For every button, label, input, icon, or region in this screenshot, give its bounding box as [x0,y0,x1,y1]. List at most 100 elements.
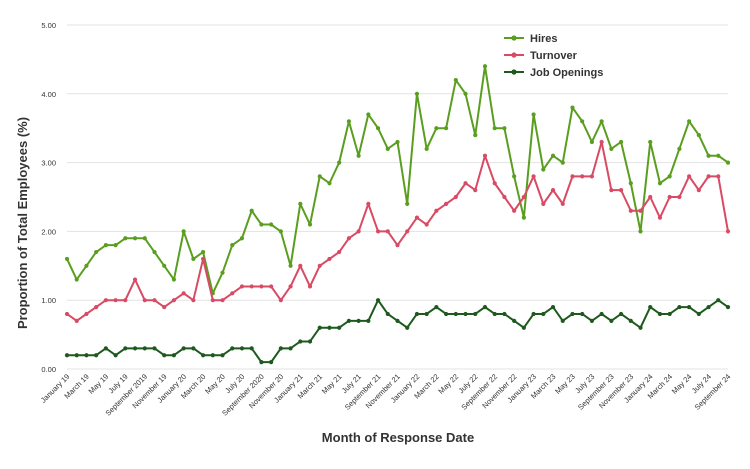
data-point-turnover [687,174,692,179]
data-point-turnover [220,298,225,303]
data-point-job-openings [181,346,186,351]
data-point-job-openings [269,360,274,365]
data-point-turnover [171,298,177,303]
data-point-turnover [210,298,215,303]
data-point-hires [667,174,672,179]
data-point-job-openings [249,346,254,351]
data-point-job-openings [473,311,478,317]
data-point-job-openings [327,325,332,330]
data-point-turnover [337,249,342,255]
data-point-turnover [307,284,313,289]
data-point-hires [414,91,420,96]
x-tick-label: May 21 [320,372,344,396]
data-point-hires [618,139,624,145]
data-point-hires [580,119,585,124]
y-tick-label: 5.00 [41,21,56,30]
data-point-job-openings [628,318,633,323]
data-point-hires [696,132,701,138]
data-point-turnover [463,181,468,186]
data-point-job-openings [434,304,439,310]
data-point-turnover [327,256,332,262]
data-point-job-openings [230,346,235,351]
data-point-job-openings [570,311,575,317]
data-point-turnover [444,201,449,206]
data-point-turnover [482,153,488,158]
data-point-job-openings [366,318,371,323]
series-job-openings [64,298,731,365]
data-point-turnover [550,188,556,193]
series-line-hires [66,65,729,295]
data-point-job-openings [725,304,731,310]
data-point-job-openings [132,346,138,351]
data-point-job-openings [541,311,546,317]
data-point-turnover [84,311,89,317]
legend-marker [511,52,517,58]
data-point-hires [307,222,313,227]
gridlines [67,24,728,370]
data-point-turnover [424,222,429,227]
y-axis-ticks: 0.00 1.00 2.00 3.00 4.00 5.00 [41,21,56,374]
data-point-turnover [366,201,371,206]
data-point-job-openings [200,353,206,358]
data-point-turnover [580,174,585,179]
data-point-job-openings [152,346,157,351]
data-point-turnover [609,188,614,193]
data-point-job-openings [531,311,536,317]
data-point-turnover [541,201,546,206]
data-point-turnover [405,229,410,234]
data-point-job-openings [356,318,361,323]
data-point-hires [560,160,565,165]
data-point-turnover [346,236,351,241]
data-point-job-openings [395,318,400,323]
data-point-hires [716,153,721,158]
data-point-turnover [152,298,157,303]
data-point-turnover [385,229,390,234]
x-tick-label: May 23 [553,372,577,396]
data-point-job-openings [278,346,283,351]
data-point-job-openings [492,311,497,317]
data-point-hires [259,222,264,227]
data-point-job-openings [502,311,507,317]
data-point-turnover [375,229,381,234]
data-point-job-openings [84,353,89,358]
data-point-hires [570,105,575,110]
data-point-job-openings [550,304,556,310]
data-point-hires [628,181,633,186]
data-point-hires [200,249,206,255]
data-point-hires [74,277,79,282]
data-point-hires [337,160,342,165]
data-point-hires [346,119,351,124]
data-point-hires [113,243,118,248]
data-point-turnover [103,298,108,303]
legend-marker [511,35,517,41]
data-point-job-openings [191,346,196,351]
data-point-turnover [181,291,186,296]
data-point-hires [687,119,692,124]
data-point-job-openings [599,311,604,317]
data-point-job-openings [618,311,624,317]
data-point-hires [171,277,177,282]
data-point-job-openings [667,311,672,317]
data-point-job-openings [346,318,351,323]
legend-label: Job Openings [530,67,603,79]
data-point-hires [395,139,400,145]
data-point-job-openings [444,311,449,317]
data-point-job-openings [580,311,585,317]
data-point-job-openings [589,318,595,323]
data-point-hires [142,236,147,241]
data-point-job-openings [560,318,565,323]
data-point-hires [269,222,274,227]
data-point-hires [512,174,517,179]
data-point-turnover [64,311,70,317]
data-point-turnover [249,284,254,289]
data-point-job-openings [463,311,468,317]
data-point-turnover [74,318,79,323]
data-point-turnover [716,174,721,179]
data-point-hires [375,126,381,131]
data-point-job-openings [648,304,653,310]
data-point-job-openings [696,311,701,317]
series-line-job-openings [67,299,729,364]
x-tick-label: May 22 [436,372,460,396]
data-point-turnover [512,208,517,213]
